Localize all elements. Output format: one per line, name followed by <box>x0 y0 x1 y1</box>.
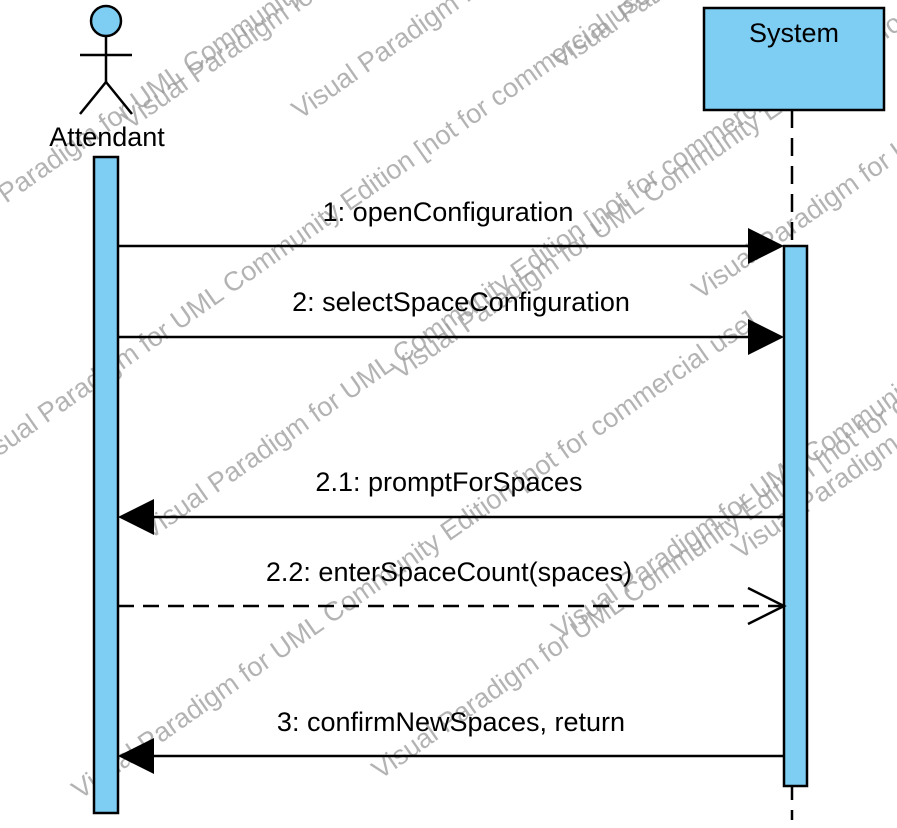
message-1-arrowhead <box>748 228 784 264</box>
actor-label: Attendant <box>49 122 165 152</box>
message-2-2[interactable]: 2.2: enterSpaceCount(spaces) <box>118 557 787 626</box>
message-2-2-arrowhead <box>747 586 787 626</box>
message-1[interactable]: 1: openConfiguration <box>118 197 784 264</box>
watermark-layer: Visual Paradigm for UML Community Editio… <box>0 0 897 805</box>
message-3-arrowhead <box>118 738 154 774</box>
message-2[interactable]: 2: selectSpaceConfiguration <box>118 287 784 355</box>
message-1-label: 1: openConfiguration <box>323 197 574 227</box>
actor-head <box>89 4 123 38</box>
message-2-label: 2: selectSpaceConfiguration <box>292 287 630 317</box>
system-box[interactable] <box>702 6 886 112</box>
message-2-1-label: 2.1: promptForSpaces <box>315 467 582 497</box>
actor-right-leg <box>105 81 133 115</box>
message-2-arrowhead <box>748 319 784 355</box>
system-activation-bar[interactable] <box>782 244 809 788</box>
system-lifeline: System <box>702 6 886 820</box>
actor-left-leg <box>79 81 107 115</box>
actor-attendant[interactable]: Attendant <box>49 4 165 815</box>
message-3[interactable]: 3: confirmNewSpaces, return <box>118 707 784 774</box>
message-2-1[interactable]: 2.1: promptForSpaces <box>118 467 784 535</box>
system-title: System <box>749 18 839 48</box>
stick-figure-icon <box>79 4 133 115</box>
message-3-label: 3: confirmNewSpaces, return <box>277 707 625 737</box>
message-2-1-arrowhead <box>118 499 154 535</box>
actor-activation-bar[interactable] <box>92 155 120 815</box>
message-2-2-label: 2.2: enterSpaceCount(spaces) <box>266 557 632 587</box>
